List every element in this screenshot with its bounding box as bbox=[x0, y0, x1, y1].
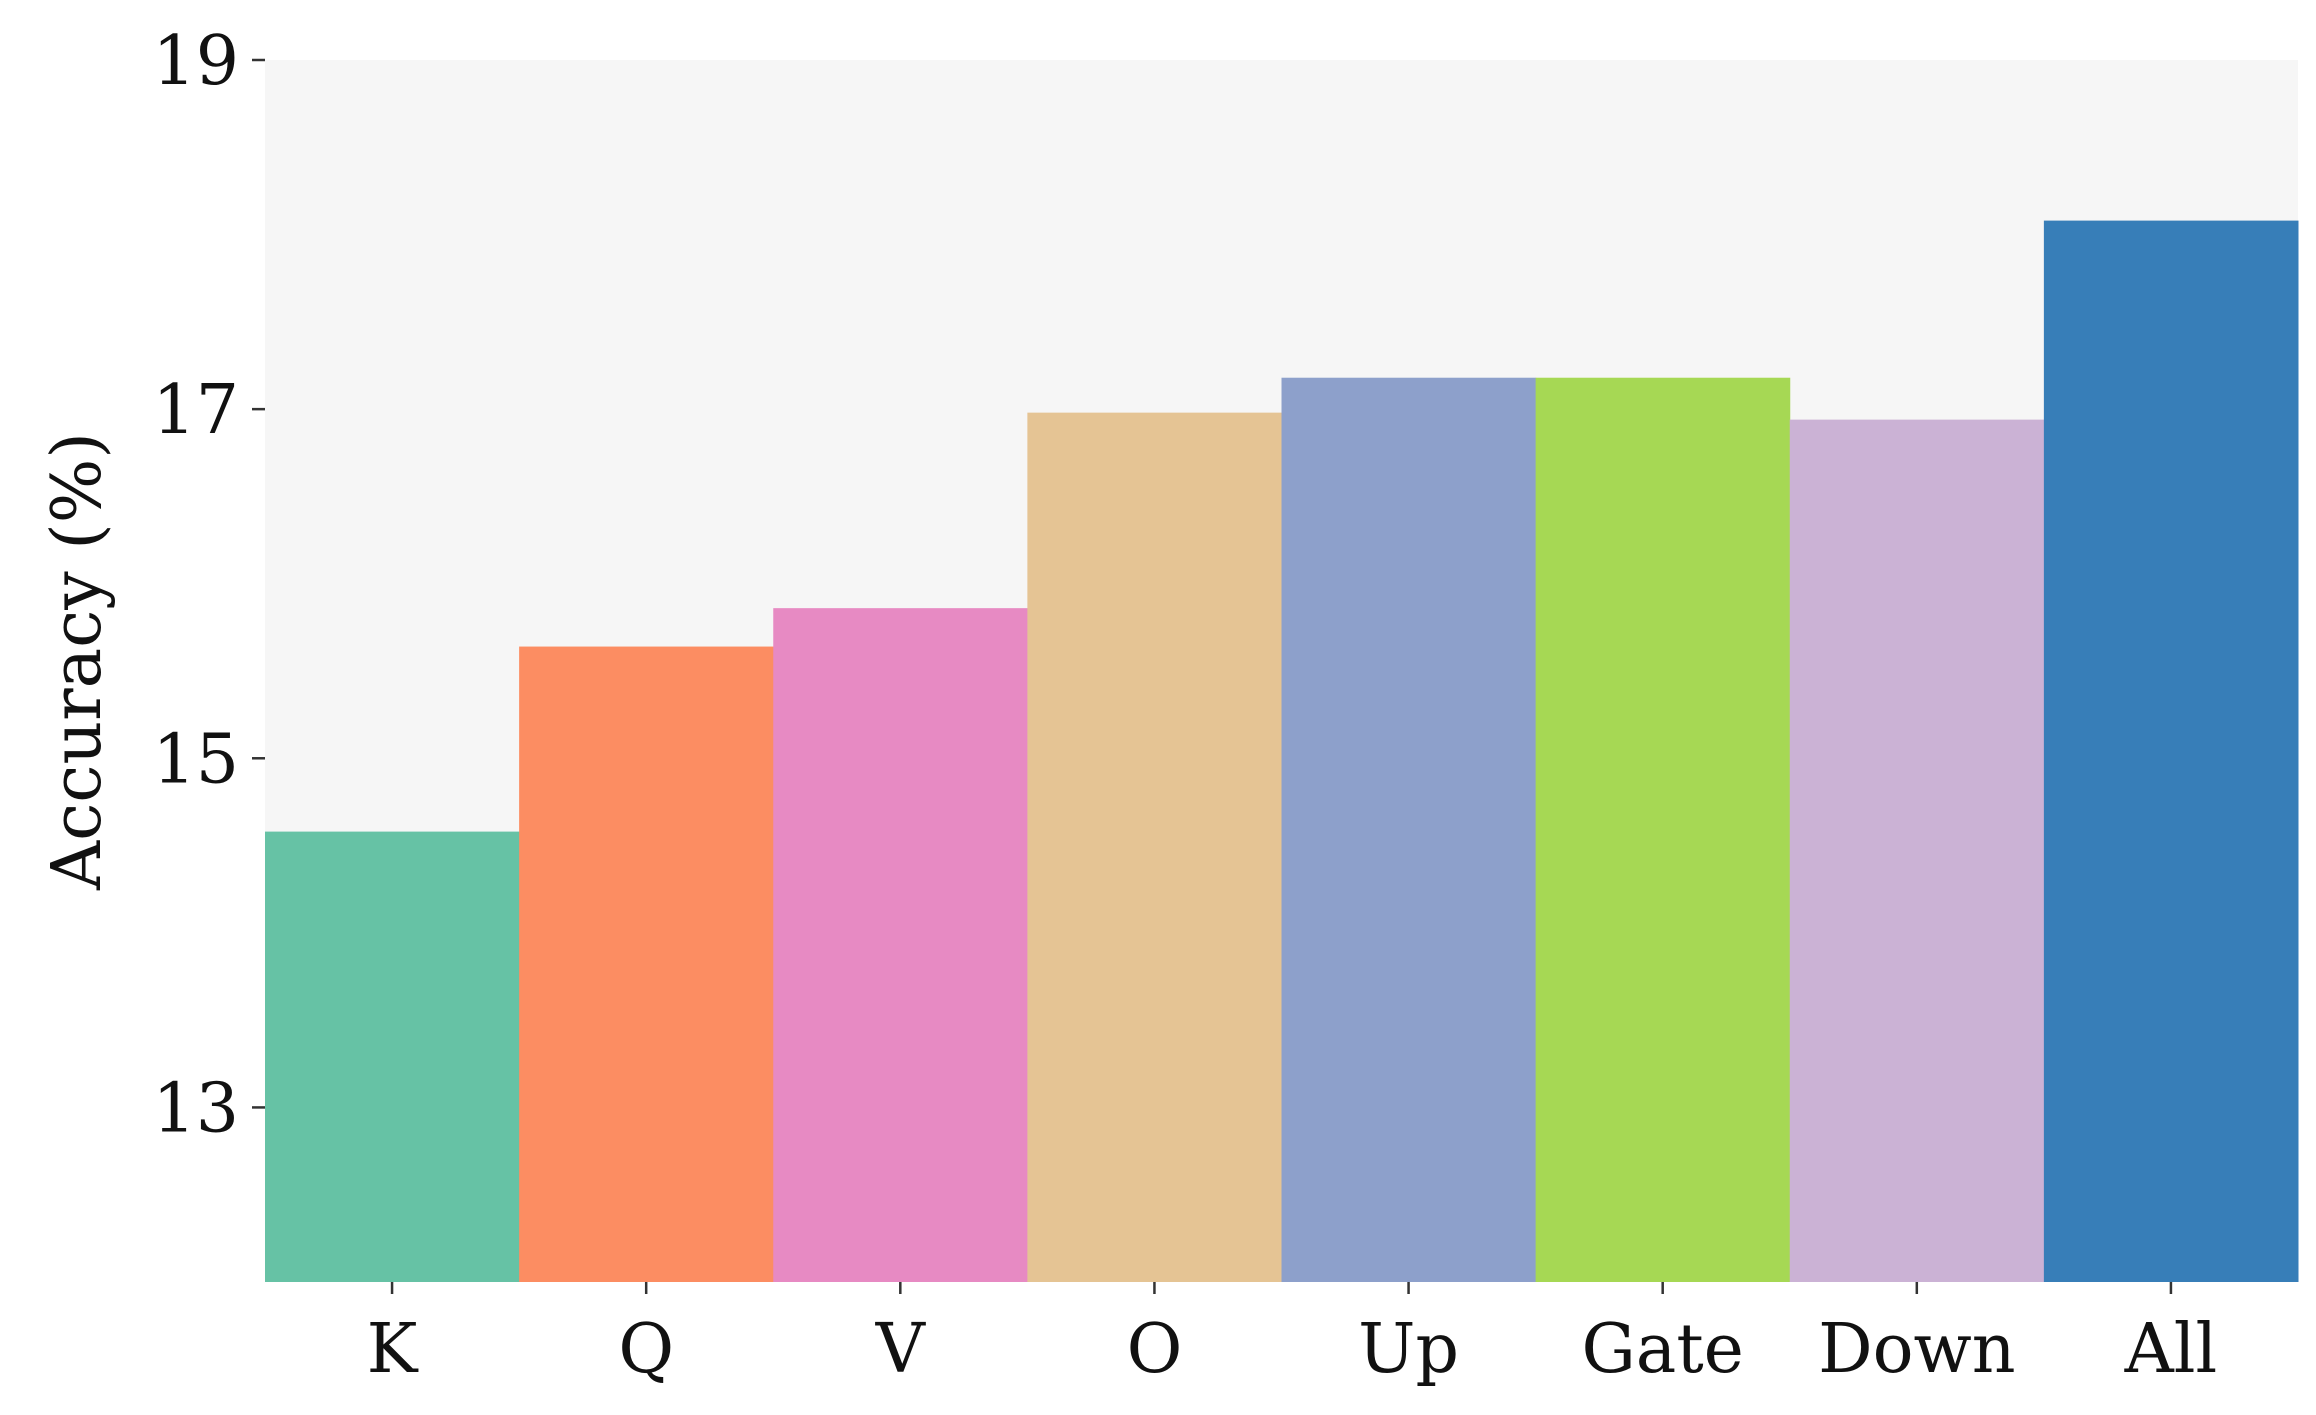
bar-down bbox=[1789, 419, 2045, 1282]
bars-group bbox=[265, 220, 2299, 1283]
x-tick-label-down: Down bbox=[1818, 1310, 2015, 1389]
bar-up bbox=[1281, 377, 1537, 1283]
bar-gate bbox=[1535, 377, 1791, 1283]
x-tick-label-k: K bbox=[367, 1310, 419, 1389]
x-tick-label-gate: Gate bbox=[1581, 1310, 1743, 1389]
bar-k bbox=[265, 831, 520, 1282]
x-tick-label-v: V bbox=[875, 1310, 927, 1389]
bar-o bbox=[1027, 412, 1282, 1282]
y-axis: 13 15 17 19 bbox=[152, 22, 265, 1148]
y-axis-title: Accuracy (%) bbox=[38, 432, 117, 891]
y-tick-label: 15 bbox=[152, 720, 239, 799]
y-tick-label: 13 bbox=[152, 1069, 239, 1148]
y-tick-label: 19 bbox=[152, 22, 239, 101]
x-tick-label-q: Q bbox=[618, 1310, 674, 1389]
x-axis: K Q V O Up Gate Down All bbox=[367, 1282, 2218, 1389]
bar-q bbox=[519, 646, 774, 1282]
y-tick-label: 17 bbox=[152, 371, 239, 450]
x-tick-label-all: All bbox=[2124, 1310, 2218, 1389]
x-tick-label-up: Up bbox=[1358, 1310, 1459, 1389]
bar-all bbox=[2043, 220, 2299, 1282]
x-tick-label-o: O bbox=[1127, 1310, 1183, 1389]
bar-v bbox=[773, 608, 1028, 1282]
